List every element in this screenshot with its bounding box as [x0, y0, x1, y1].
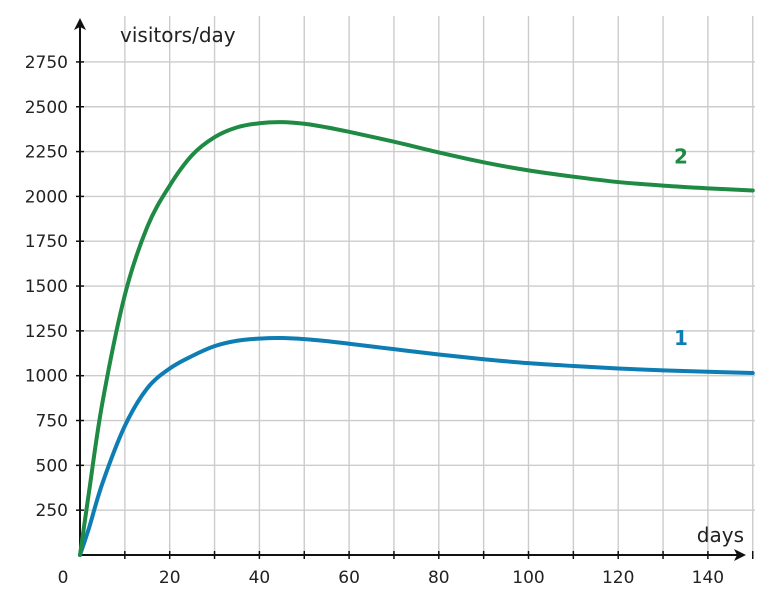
- y-tick-label: 1000: [25, 367, 68, 387]
- y-tick-label: 750: [36, 412, 68, 432]
- x-tick-label: 140: [692, 568, 724, 588]
- x-tick-label: 40: [249, 568, 271, 588]
- y-tick-label: 2000: [25, 187, 68, 207]
- series-2-line: [78, 120, 755, 557]
- y-tick-label: 2750: [25, 53, 68, 73]
- series-1-label: 1: [674, 326, 688, 350]
- y-tick-label: 500: [36, 456, 68, 476]
- x-tick-label: 20: [159, 568, 181, 588]
- ticks: 20 40 60 80 100 120 14025050075010001250150017…: [25, 53, 754, 588]
- y-tick-label: 2500: [25, 98, 68, 118]
- grid: [80, 16, 755, 555]
- y-tick-label: 1750: [25, 232, 68, 252]
- y-tick-label: 2250: [25, 143, 68, 163]
- y-axis-title: visitors/day: [120, 23, 236, 47]
- y-tick-label: 1500: [25, 277, 68, 297]
- x-tick-label: 80: [428, 568, 450, 588]
- y-tick-label: 250: [36, 501, 68, 521]
- x-tick-label: 100: [512, 568, 544, 588]
- origin-label: 0: [58, 568, 69, 588]
- series: 12: [78, 120, 755, 557]
- series-2-label: 2: [674, 144, 688, 168]
- x-axis-title: days: [697, 523, 744, 547]
- x-tick-label: 120: [602, 568, 634, 588]
- y-tick-label: 1250: [25, 322, 68, 342]
- series-1-line: [78, 336, 755, 557]
- y-axis-arrow-icon: [74, 18, 86, 30]
- x-tick-label: 60: [338, 568, 360, 588]
- axes: [74, 18, 746, 561]
- x-axis-arrow-icon: [734, 549, 746, 561]
